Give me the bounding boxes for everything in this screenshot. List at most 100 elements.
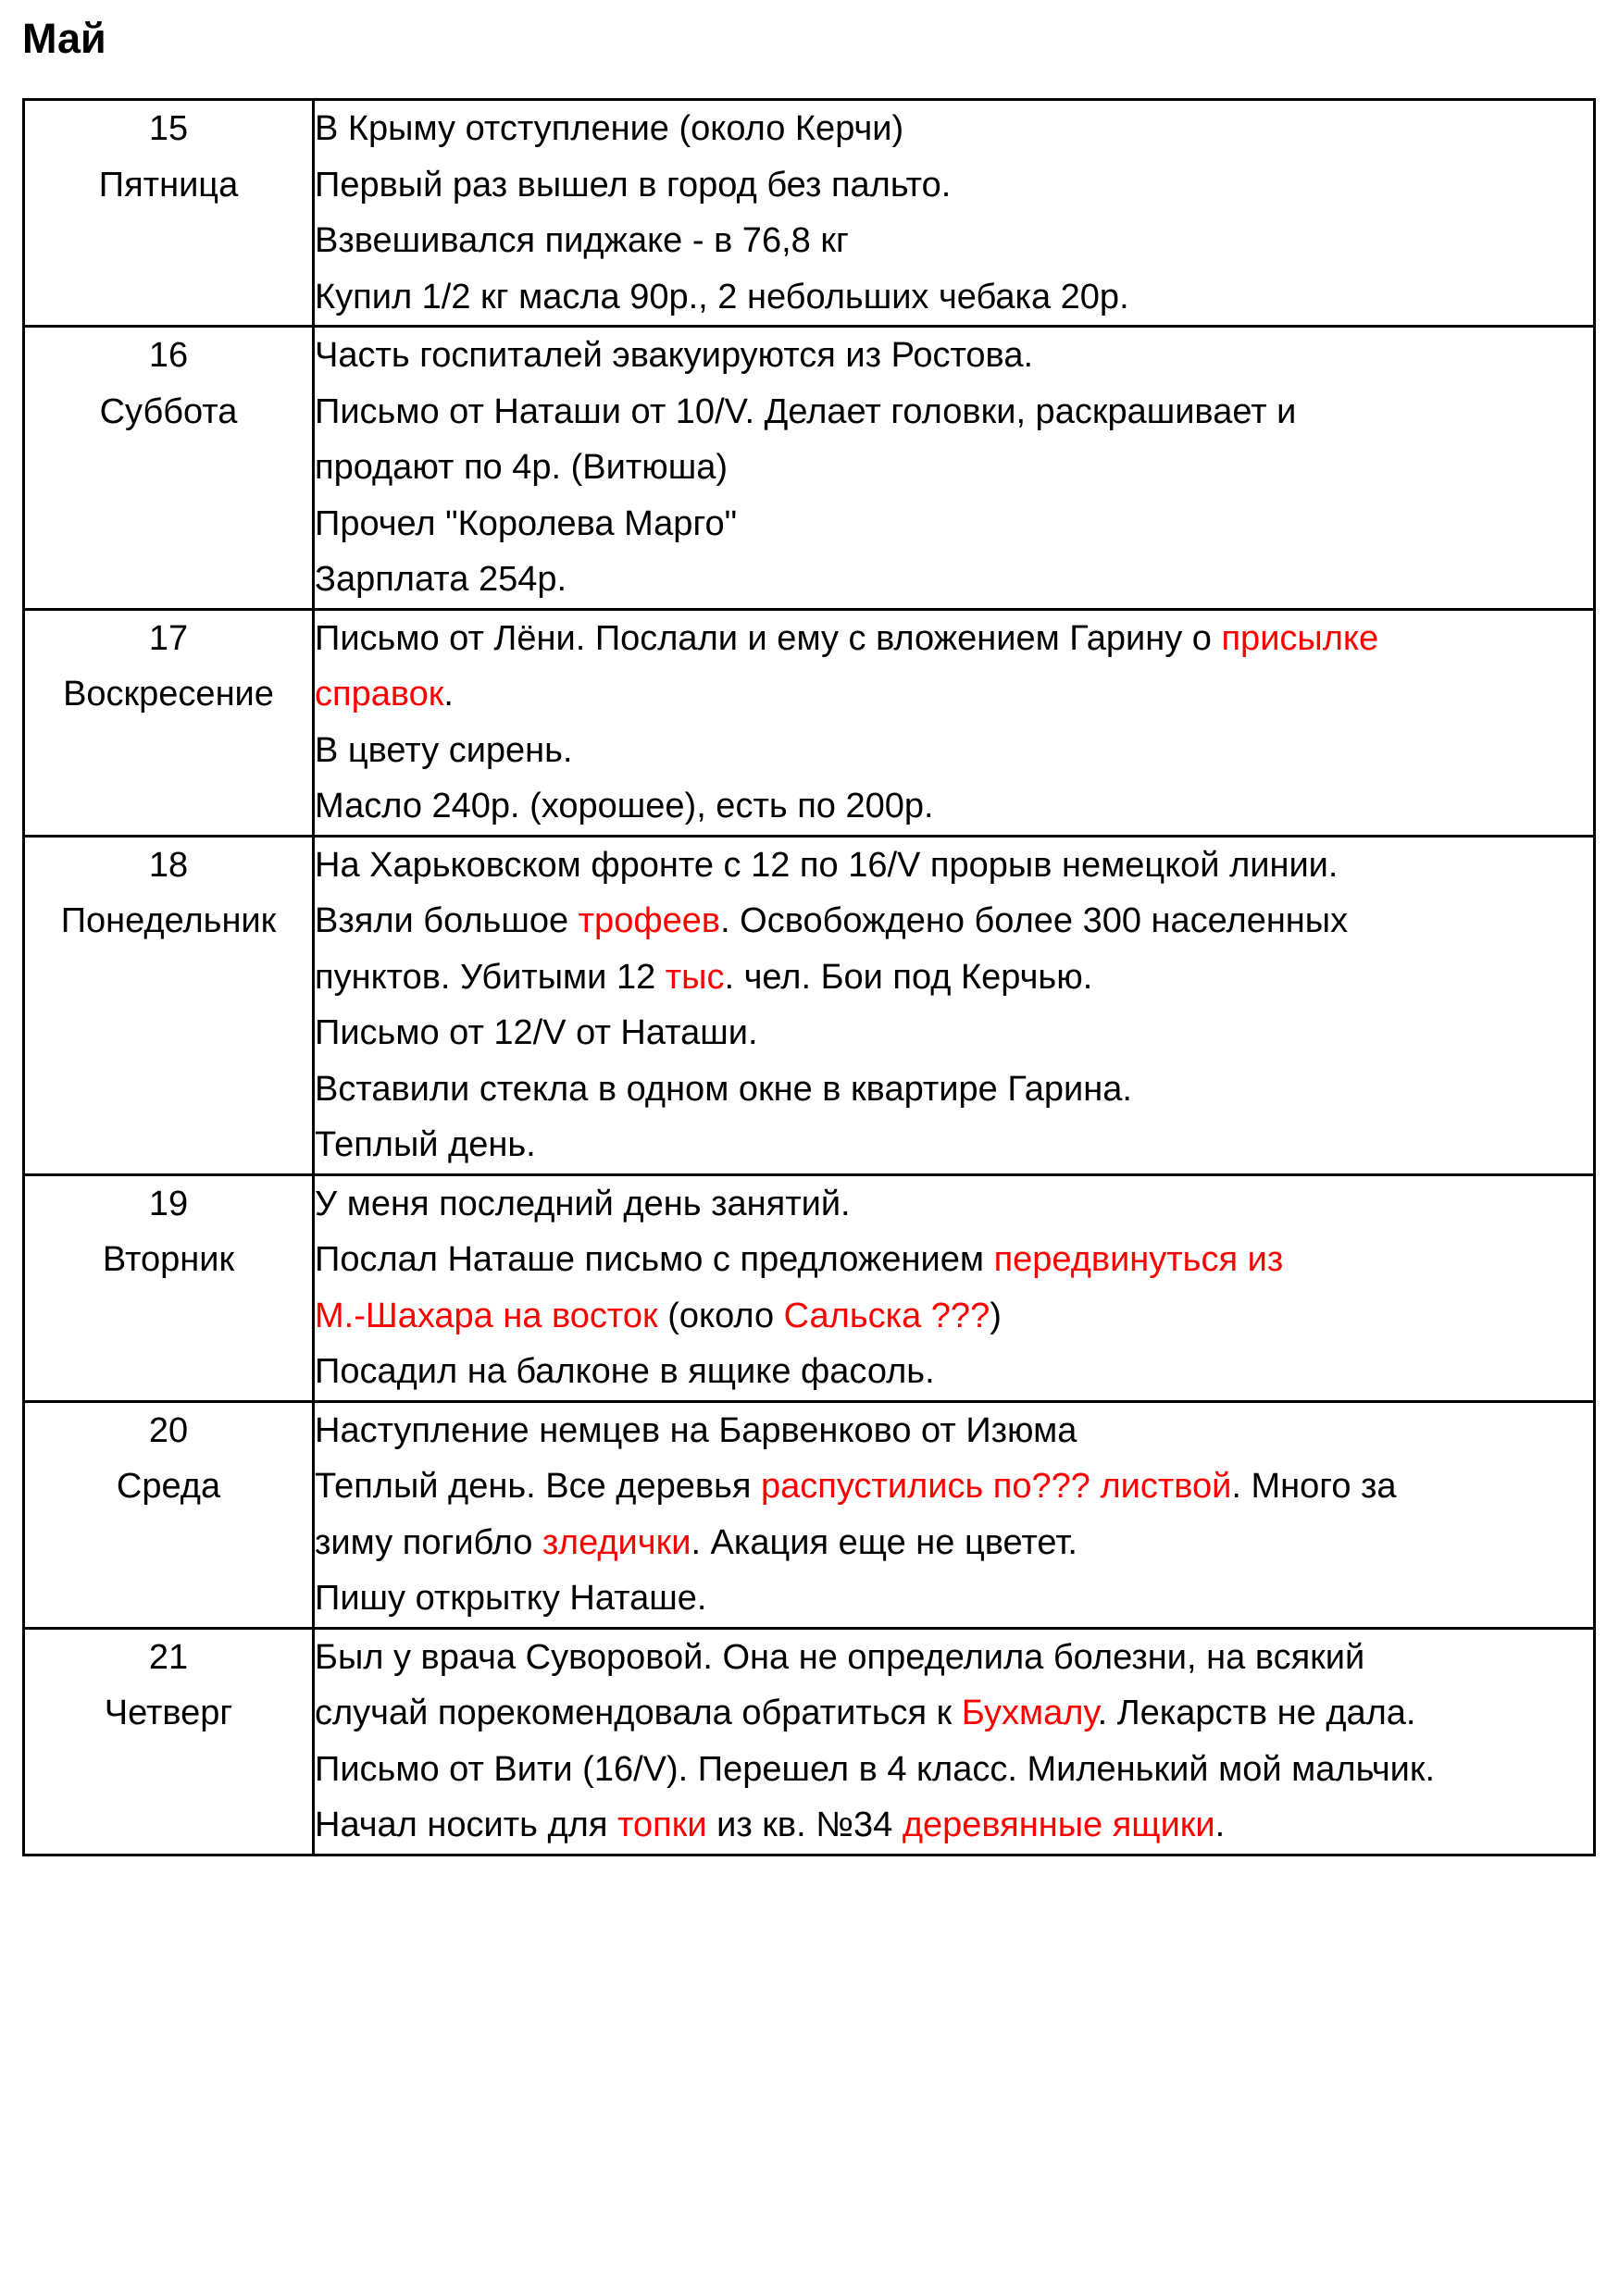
entry-cell: Наступление немцев на Барвенково от Изюм… xyxy=(312,1399,1596,1630)
entry-text: (около xyxy=(657,1296,784,1335)
entry-line: зиму погибло зледички. Акация еще не цве… xyxy=(315,1515,1593,1571)
entry-text-red: М.-Шахара на восток xyxy=(315,1296,658,1335)
entry-line: Взяли большое трофеев. Освобождено более… xyxy=(315,893,1593,949)
entry-cell: В Крыму отступление (около Керчи) Первый … xyxy=(312,98,1596,328)
day-number: 20 xyxy=(148,1410,189,1450)
entry-line: Письмо от 12/V от Наташи. xyxy=(315,1005,1593,1061)
entry-text-red: распустились по??? листвой xyxy=(761,1467,1232,1506)
entry-line: продают по 4р. (Витюша) xyxy=(315,440,1593,496)
entry-text: Письмо от Наташи от 10/V. Делает головки… xyxy=(315,391,1297,431)
weekday-label: Вторник xyxy=(102,1240,235,1279)
entry-text: Письмо от Вити (16/V). Перешел в 4 класс… xyxy=(315,1749,1436,1789)
weekday-label: Понедельник xyxy=(60,901,277,940)
entry-line: В цвету сирень. xyxy=(315,723,1593,779)
entry-line: Письмо от Вити (16/V). Перешел в 4 класс… xyxy=(315,1742,1593,1798)
entry-text-red: передвинуться из xyxy=(993,1240,1284,1279)
entry-text: . Много за xyxy=(1231,1467,1397,1506)
diary-page: Май 15 Пятница В Крыму отступление (около … xyxy=(22,15,1596,1856)
entry-text: Посадил на балконе в ящике фасоль. xyxy=(315,1352,935,1391)
entry-text: случай порекомендовала обратиться к xyxy=(315,1694,962,1732)
entry-text-red: Бухмалу xyxy=(961,1694,1098,1732)
entry-text: У меня последний день занятий. xyxy=(315,1184,851,1223)
table-row: 18 Понедельник На Харьковском фронте с 12 … xyxy=(22,834,1596,1176)
entry-line: В Крыму отступление (около Керчи) xyxy=(315,101,1593,157)
weekday-label: Пятница xyxy=(98,165,239,205)
weekday-label: Суббота xyxy=(99,391,238,431)
entry-cell: Был у врача Суворовой. Она не определила… xyxy=(312,1626,1596,1856)
entry-cell: На Харьковском фронте с 12 по 16/V проры… xyxy=(312,834,1596,1176)
entry-text: Первый раз вышел в город без пальто. xyxy=(315,165,952,205)
entry-line: Посадил на балконе в ящике фасоль. xyxy=(315,1344,1593,1400)
day-cell: 19 Вторник xyxy=(22,1173,315,1403)
entry-text-red: Сальска ??? xyxy=(783,1296,990,1335)
entry-text: Купил 1/2 кг масла 90р., 2 небольших чеб… xyxy=(315,277,1129,316)
weekday-label: Среда xyxy=(116,1467,221,1506)
entry-line: Масло 240р. (хорошее), есть по 200р. xyxy=(315,778,1593,835)
entry-text: пунктов. Убитыми 12 xyxy=(315,957,666,997)
entry-line: Наступление немцев на Барвенково от Изюм… xyxy=(315,1403,1593,1459)
entry-text-red: топки xyxy=(617,1806,707,1844)
day-number: 16 xyxy=(148,336,189,375)
entry-text: продают по 4р. (Витюша) xyxy=(315,448,728,487)
entry-text: Взяли большое xyxy=(315,901,579,940)
day-number: 21 xyxy=(148,1637,189,1677)
entry-text: ) xyxy=(990,1296,1002,1335)
entry-line: М.-Шахара на восток (около Сальска ???) xyxy=(315,1288,1593,1345)
table-row: 21 Четверг Был у врача Суворовой. Она не о… xyxy=(22,1626,1596,1856)
entry-line: Прочел "Королева Марго" xyxy=(315,496,1593,552)
day-cell: 18 Понедельник xyxy=(22,834,315,1176)
entry-text: Начал носить для xyxy=(315,1806,617,1844)
entry-text: зиму погибло xyxy=(315,1522,542,1562)
table-row: 20 Среда Наступление немцев на Барвенково … xyxy=(22,1399,1596,1630)
day-number: 15 xyxy=(148,109,189,148)
diary-table: 15 Пятница В Крыму отступление (около Керч… xyxy=(22,98,1596,1856)
entry-text: . xyxy=(1214,1806,1226,1844)
entry-text: Прочел "Королева Марго" xyxy=(315,503,738,543)
entry-text: . xyxy=(443,675,454,714)
entry-line: Был у врача Суворовой. Она не определила… xyxy=(315,1630,1593,1686)
weekday-label: Четверг xyxy=(104,1694,233,1732)
entry-text: Письмо от 12/V от Наташи. xyxy=(315,1013,758,1052)
page-title: Май xyxy=(22,15,106,62)
entry-line: справок. xyxy=(315,666,1593,723)
entry-line: Зарплата 254р. xyxy=(315,552,1593,608)
entry-line: пунктов. Убитыми 12 тыс. чел. Бои под Ке… xyxy=(315,949,1593,1006)
entry-text: Взвешивался пиджаке - в 76,8 кг xyxy=(315,221,849,260)
entry-line: Теплый день. Все деревья распустились по… xyxy=(315,1458,1593,1515)
entry-text-red: справок xyxy=(315,675,444,714)
entry-text: Послал Наташе письмо с предложением xyxy=(315,1240,994,1279)
entry-cell: Письмо от Лёни. Послали и ему с вложение… xyxy=(312,607,1596,838)
entry-text: Зарплата 254р. xyxy=(315,560,567,599)
entry-text: . Лекарств не дала. xyxy=(1097,1694,1416,1732)
table-row: 15 Пятница В Крыму отступление (около Керч… xyxy=(22,98,1596,328)
day-cell: 17 Воскресение xyxy=(22,607,315,838)
entry-text: В цвету сирень. xyxy=(315,730,573,770)
entry-line: Пишу открытку Наташе. xyxy=(315,1570,1593,1627)
entry-text: Теплый день. xyxy=(315,1125,536,1164)
entry-line: У меня последний день занятий. xyxy=(315,1176,1593,1233)
entry-text: Был у врача Суворовой. Она не определила… xyxy=(315,1637,1365,1677)
day-cell: 16 Суббота xyxy=(22,325,315,611)
entry-line: Первый раз вышел в город без пальто. xyxy=(315,157,1593,214)
entry-text: Наступление немцев на Барвенково от Изюм… xyxy=(315,1410,1077,1450)
weekday-label: Воскресение xyxy=(63,675,274,714)
day-cell: 15 Пятница xyxy=(22,98,315,328)
entry-text: . Акация еще не цветет. xyxy=(691,1522,1077,1562)
entry-text-red: зледички xyxy=(542,1522,691,1562)
day-number: 17 xyxy=(148,618,189,658)
entry-text: из кв. №34 xyxy=(706,1806,903,1844)
day-cell: 20 Среда xyxy=(22,1399,315,1630)
diary-table-body: 15 Пятница В Крыму отступление (около Керч… xyxy=(22,98,1596,1856)
entry-text-red: трофеев xyxy=(578,901,721,940)
entry-line: Часть госпиталей эвакуируются из Ростова… xyxy=(315,328,1593,384)
entry-cell: У меня последний день занятий. Послал Нат… xyxy=(312,1173,1596,1403)
entry-line: Послал Наташе письмо с предложением пере… xyxy=(315,1232,1593,1288)
entry-text: На Харьковском фронте с 12 по 16/V проры… xyxy=(315,845,1339,885)
entry-text: Пишу открытку Наташе. xyxy=(315,1579,707,1618)
entry-text: Масло 240р. (хорошее), есть по 200р. xyxy=(315,787,934,825)
entry-text: Теплый день. Все деревья xyxy=(315,1467,761,1506)
entry-text: Вставили стекла в одном окне в квартире … xyxy=(315,1069,1132,1109)
entry-text-red: присылке xyxy=(1221,618,1379,658)
entry-cell: Часть госпиталей эвакуируются из Ростова… xyxy=(312,325,1596,611)
entry-line: Вставили стекла в одном окне в квартире … xyxy=(315,1061,1593,1118)
